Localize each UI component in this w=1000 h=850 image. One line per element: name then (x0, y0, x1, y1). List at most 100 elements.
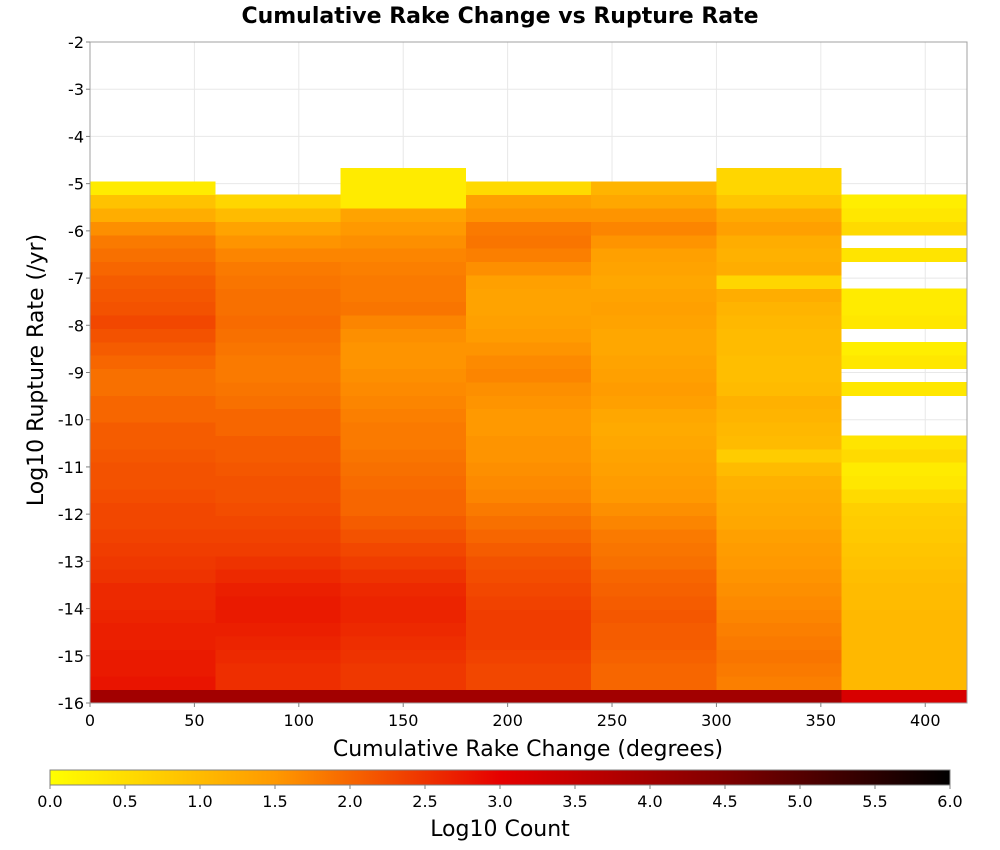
heatmap-cell (215, 408, 341, 423)
heatmap-cell (591, 234, 717, 249)
heatmap-cell (465, 462, 592, 477)
colorbar (49, 769, 951, 786)
heatmap-cell (465, 662, 592, 677)
colorbar-ticks: 0.0 0.5 1.0 1.5 2.0 2.5 3.0 3.5 4.0 4.5 5.0 5.5 6.0 (37, 785, 963, 811)
heatmap-cell (215, 475, 341, 490)
heatmap-cell (340, 315, 466, 329)
heatmap-cell (591, 529, 717, 543)
heatmap-cell (591, 248, 717, 263)
heatmap-cell (716, 288, 842, 303)
heatmap-cell (340, 622, 466, 637)
heatmap-cell (716, 355, 842, 370)
heatmap-cells (90, 167, 967, 704)
heatmap-cell (716, 542, 842, 557)
heatmap-cell (340, 676, 466, 691)
heatmap-cell (465, 261, 592, 276)
colorbar-tick-label: 6.0 (937, 792, 962, 811)
heatmap-cell (215, 582, 341, 597)
heatmap-cell (716, 595, 842, 610)
colorbar-tick-label: 1.0 (187, 792, 212, 811)
heatmap-cell (841, 582, 967, 597)
heatmap-cell (215, 355, 341, 370)
heatmap-cell (90, 475, 216, 490)
heatmap-cell (90, 555, 216, 570)
heatmap-cell (716, 569, 842, 584)
heatmap-cell (215, 248, 341, 263)
heatmap-cell (465, 422, 592, 436)
heatmap-cell (340, 355, 466, 370)
heatmap-cell (841, 595, 967, 610)
heatmap-cell (90, 435, 216, 450)
colorbar-tick-label: 5.5 (862, 792, 887, 811)
heatmap-cell (841, 662, 967, 677)
heatmap-cell (465, 181, 592, 196)
colorbar-tick-label: 4.0 (637, 792, 662, 811)
heatmap-cell (591, 315, 717, 329)
colorbar-tick-label: 2.0 (337, 792, 362, 811)
heatmap-cell (215, 595, 341, 610)
heatmap-cell (340, 462, 466, 477)
heatmap-cell (716, 662, 842, 677)
heatmap-cell (465, 689, 592, 704)
y-tick-label: -3 (68, 80, 84, 99)
heatmap-cell (90, 208, 216, 222)
heatmap-cell (465, 355, 592, 370)
heatmap-cell (591, 515, 717, 530)
heatmap-cell (465, 475, 592, 490)
heatmap-cell (215, 234, 341, 249)
heatmap-cell (90, 542, 216, 557)
heatmap-cell (90, 582, 216, 597)
heatmap-cell (90, 662, 216, 677)
heatmap-cell (215, 448, 341, 463)
heatmap-cell (340, 542, 466, 557)
heatmap-cell (591, 194, 717, 209)
heatmap-cell (465, 622, 592, 637)
x-axis-ticks: 0 50 100 150 200 250 300 350 400 (85, 703, 941, 730)
heatmap-cell (716, 689, 842, 704)
heatmap-cell (215, 381, 341, 396)
heatmap-cell (340, 582, 466, 597)
heatmap-cell (591, 662, 717, 677)
heatmap-cell (591, 355, 717, 370)
colorbar-tick-label: 2.5 (412, 792, 437, 811)
heatmap-cell (215, 515, 341, 530)
heatmap-cell (841, 529, 967, 543)
heatmap-cell (841, 475, 967, 490)
heatmap-cell (90, 689, 216, 704)
heatmap-cell (215, 529, 341, 543)
heatmap-cell (340, 194, 466, 209)
heatmap-cell (591, 274, 717, 289)
heatmap-cell (716, 502, 842, 517)
heatmap-cell (591, 328, 717, 343)
heatmap-cell (340, 569, 466, 584)
heatmap-cell (841, 194, 967, 209)
y-tick-label: -14 (58, 600, 84, 619)
heatmap-cell (340, 381, 466, 396)
heatmap-cell (90, 194, 216, 209)
heatmap-cell (841, 649, 967, 664)
heatmap-cell (340, 502, 466, 517)
heatmap-cell (465, 582, 592, 597)
heatmap-cell (90, 301, 216, 316)
heatmap-cell (841, 502, 967, 517)
heatmap-cell (841, 248, 967, 263)
heatmap-cell (591, 595, 717, 610)
heatmap-cell (716, 194, 842, 209)
heatmap-cell (340, 368, 466, 383)
heatmap-cell (465, 502, 592, 517)
heatmap-cell (90, 595, 216, 610)
heatmap-cell (591, 689, 717, 704)
heatmap-cell (215, 435, 341, 450)
heatmap-cell (716, 475, 842, 490)
heatmap-cell (465, 408, 592, 423)
heatmap-cell (716, 448, 842, 463)
y-tick-label: -5 (68, 175, 84, 194)
heatmap-cell (90, 569, 216, 584)
heatmap-cell (716, 381, 842, 396)
y-tick-label: -4 (68, 127, 84, 146)
heatmap-cell (465, 569, 592, 584)
heatmap-cell (716, 408, 842, 423)
heatmap-cell (841, 488, 967, 503)
heatmap-cell (841, 636, 967, 650)
heatmap-cell (465, 435, 592, 450)
